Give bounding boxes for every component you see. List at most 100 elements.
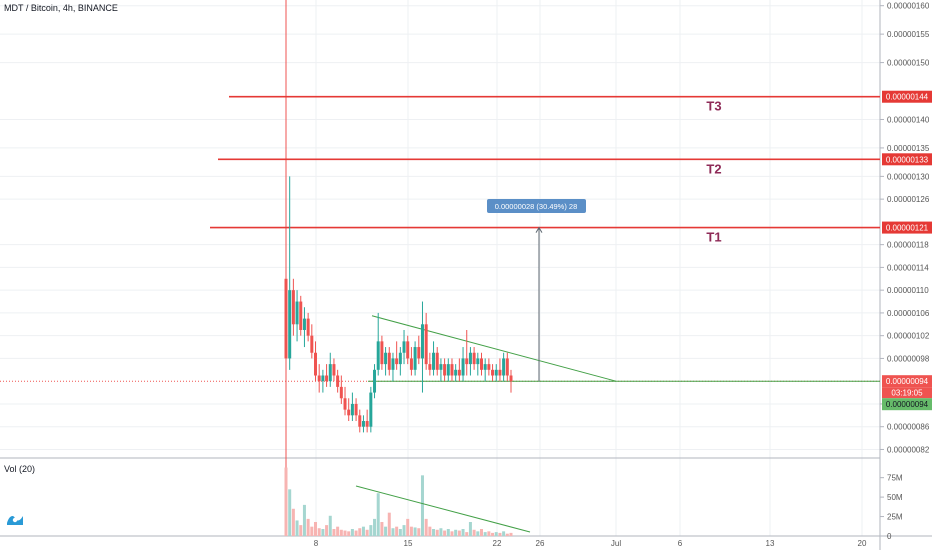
volume-bar [310,526,314,536]
volume-bar [435,529,439,536]
candle-body [347,409,351,416]
candle-body [387,352,391,370]
volume-bar [328,515,332,536]
volume-bar [391,528,395,536]
candle-body [468,352,472,365]
candle-body [361,421,365,427]
volume-bar [487,531,491,536]
candle-body [369,392,373,427]
volume-bar [314,522,318,536]
target-label-t3: T3 [706,99,721,114]
volume-bar [443,530,447,536]
volume-bar [369,525,373,536]
volume-bar [457,530,461,536]
candle-body [483,364,487,370]
x-tick-label: 20 [858,539,867,548]
candle-body [365,421,369,427]
volume-bar [454,529,458,536]
y-tick-label: 0.00000106 [887,309,930,318]
candle-body [498,369,502,376]
volume-bar [291,508,295,536]
volume-bar [465,532,469,536]
candle-body [413,347,417,370]
candle-body [446,364,450,376]
candle-body [509,375,513,382]
candle-body [409,358,413,370]
target-price-badge [882,153,932,166]
candle-body [428,364,432,370]
candle-body [321,375,325,382]
volume-bar [483,532,487,536]
volume-bar [354,530,358,536]
volume-bar [476,531,480,536]
x-tick-label: 15 [404,539,413,548]
tradingview-logo-icon[interactable] [6,512,24,526]
volume-bar [325,525,329,536]
candle-body [336,375,340,387]
y-tick-label: 0.00000135 [887,144,930,153]
candle-body [457,369,461,376]
target-price-badge-label: 0.00000144 [886,93,929,102]
candle-body [328,364,332,382]
candle-body [476,358,480,365]
x-tick-label: 22 [493,539,502,548]
volume-bar [339,529,343,536]
secondary-price-badge-label: 0.00000094 [886,400,929,409]
volume-bar [387,512,391,536]
volume-bar [288,489,292,536]
candle-body [420,324,424,359]
candle-body [450,364,454,376]
current-price-badge [882,375,932,388]
volume-bar [380,522,384,536]
candle-body [402,341,406,353]
candle-body [306,318,310,336]
y-tick-label: 0.00000110 [887,286,929,295]
volume-bar [502,531,506,536]
y-tick-label: 0.00000118 [887,241,929,250]
volume-bar [428,526,432,536]
candle-body [479,358,483,370]
volume-bar [398,529,402,536]
volume-bar [358,528,362,536]
y-tick-label: 0.00000086 [887,423,930,432]
candle-body [325,375,329,382]
volume-tick-label: 0 [887,532,892,541]
x-tick-label: 13 [766,539,775,548]
candle-body [461,358,465,376]
x-tick-label: 8 [314,539,319,548]
volume-bar [321,529,325,536]
volume-bar [302,504,306,536]
candle-body [380,341,384,365]
volume-tick-label: 75M [887,474,903,483]
target-price-badge-label: 0.00000133 [886,155,929,164]
candle-body [288,290,292,359]
volume-bar [350,529,354,536]
candle-body [505,358,509,376]
volume-bar [468,522,472,536]
candle-body [373,369,377,393]
candle-body [299,301,303,330]
candle-body [314,352,318,376]
x-tick-label: Jul [611,539,621,548]
volume-bar [406,518,410,536]
x-tick-label: 26 [536,539,545,548]
countdown-badge [882,387,932,399]
volume-bar [402,525,406,536]
volume-bar [347,531,351,536]
y-tick-label: 0.00000130 [887,172,930,181]
candle-body [395,358,399,365]
volume-bar [505,533,509,536]
volume-tick-label: 25M [887,513,903,522]
volume-bar [498,532,502,536]
measure-arrowhead [535,226,543,233]
chart-title: MDT / Bitcoin, 4h, BINANCE [4,3,118,13]
candle-body [502,358,506,376]
candle-body [384,352,388,365]
volume-bar [395,526,399,536]
y-tick-label: 0.00000102 [887,332,930,341]
volume-bar [365,529,369,536]
volume-bar [450,531,454,536]
volume-label: Vol (20) [4,464,36,474]
